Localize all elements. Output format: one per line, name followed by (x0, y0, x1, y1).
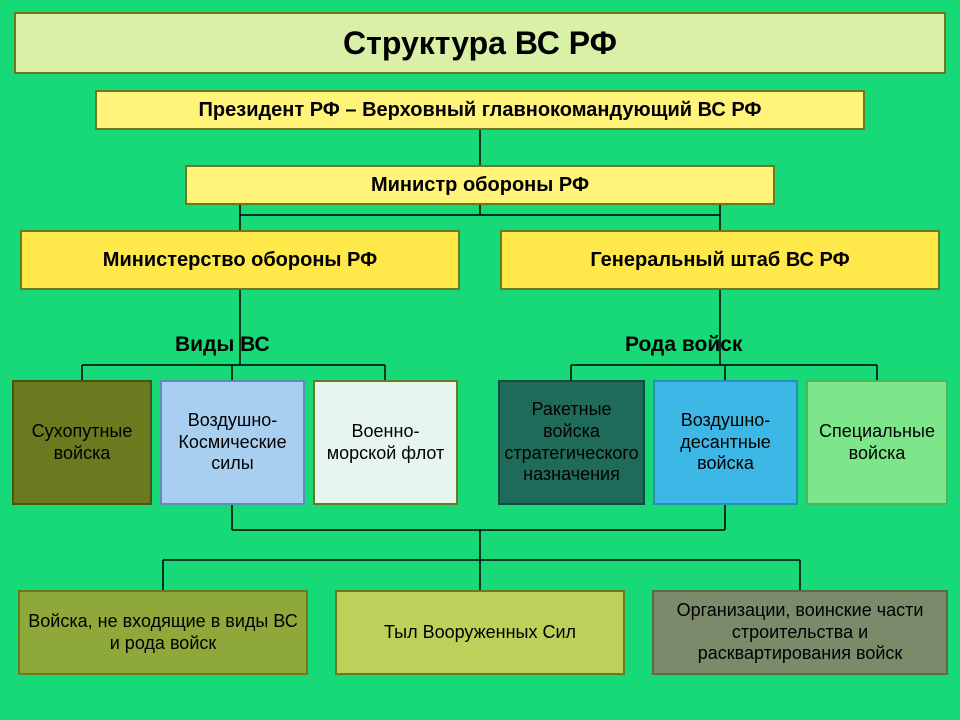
branch-special: Специальные войска (806, 380, 948, 505)
title-text: Структура ВС РФ (343, 24, 617, 62)
genstaff-box: Генеральный штаб ВС РФ (500, 230, 940, 290)
section-label-roda: Рода войск (625, 333, 742, 357)
branch-navy: Военно-морской флот (313, 380, 458, 505)
bottom-other-troops: Войска, не входящие в виды ВС и рода вой… (18, 590, 308, 675)
president-box: Президент РФ – Верховный главнокомандующ… (95, 90, 865, 130)
branch-ground-forces: Сухопутные войска (12, 380, 152, 505)
bottom-logistics: Тыл Вооруженных Сил (335, 590, 625, 675)
ministry-box: Министерство обороны РФ (20, 230, 460, 290)
branch-strategic-rocket: Ракетные войска стратегического назначен… (498, 380, 645, 505)
ministry-text: Министерство обороны РФ (103, 248, 377, 272)
section-label-vidy: Виды ВС (175, 333, 270, 357)
genstaff-text: Генеральный штаб ВС РФ (590, 248, 849, 272)
minister-text: Министр обороны РФ (371, 173, 589, 197)
diagram-canvas: Структура ВС РФ Президент РФ – Верховный… (0, 0, 960, 720)
bottom-construction: Организации, воинские части строительств… (652, 590, 948, 675)
minister-box: Министр обороны РФ (185, 165, 775, 205)
branch-aerospace: Воздушно-Космические силы (160, 380, 305, 505)
title-box: Структура ВС РФ (14, 12, 946, 74)
branch-airborne: Воздушно-десантные войска (653, 380, 798, 505)
president-text: Президент РФ – Верховный главнокомандующ… (199, 98, 762, 122)
